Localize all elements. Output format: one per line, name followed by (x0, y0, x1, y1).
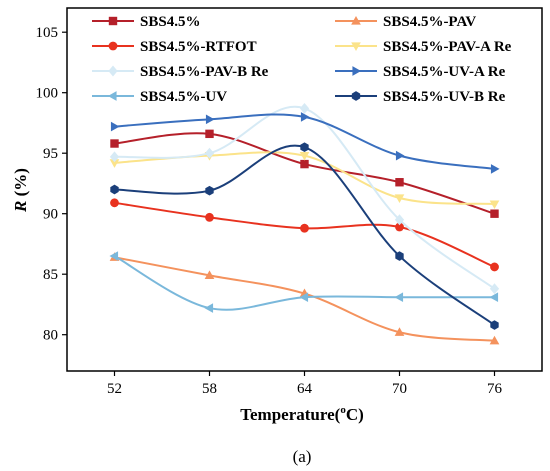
data-point (394, 327, 405, 336)
data-point (395, 222, 404, 232)
legend-swatch-marker (352, 66, 362, 76)
legend-label: SBS4.5%-PAV-A Re (383, 39, 512, 55)
data-point (489, 200, 500, 210)
legend-item: SBS4.5%-UV-A Re (335, 64, 506, 80)
data-point (300, 223, 309, 233)
legend-item: SBS4.5%-UV-B Re (335, 89, 506, 105)
legend-label: SBS4.5%-UV (140, 89, 227, 105)
y-tick-label: 90 (43, 207, 58, 223)
data-point (204, 270, 215, 279)
data-point (489, 292, 499, 303)
legend-item: SBS4.5%-PAV (335, 14, 476, 30)
data-point (300, 159, 309, 169)
x-tick-label: 76 (487, 381, 503, 397)
x-axis-title-main: Temperature( (240, 405, 340, 424)
series-sbs4-5-uv-b-re (110, 142, 499, 330)
legend-label: SBS4.5% (140, 14, 200, 30)
series-line (114, 255, 495, 311)
series-sbs4-5-pav-b-re (109, 102, 500, 295)
legend-label: SBS4.5%-UV-A Re (383, 64, 506, 80)
legend-swatch-marker (351, 15, 361, 25)
legend-item: SBS4.5%-PAV-A Re (335, 39, 512, 55)
legend-item: SBS4.5%-RTFOT (92, 39, 257, 55)
legend-item: SBS4.5%-UV (92, 89, 227, 105)
data-point (205, 185, 214, 196)
legend-label: SBS4.5%-PAV-B Re (140, 64, 269, 80)
data-point (395, 150, 405, 161)
data-point (205, 129, 214, 139)
data-point (490, 320, 499, 330)
legend-swatch-marker (108, 41, 118, 51)
series-layer (109, 102, 500, 345)
data-point (109, 159, 120, 168)
data-point (299, 152, 310, 161)
x-axis-title: Temperature(oC) (240, 404, 364, 424)
data-point (204, 303, 214, 313)
data-point (490, 164, 500, 174)
data-point (110, 184, 119, 195)
legend-swatch-marker (351, 42, 361, 52)
legend-swatch-marker (108, 16, 118, 26)
data-point (109, 251, 119, 261)
legend-label: SBS4.5%-UV-B Re (383, 89, 506, 105)
data-point (110, 121, 120, 132)
data-point (109, 151, 120, 163)
data-point (395, 178, 404, 187)
data-point (110, 139, 119, 148)
data-point (300, 142, 309, 152)
y-tick-label: 95 (43, 146, 58, 162)
data-point (205, 212, 214, 222)
figure-caption: (a) (293, 447, 312, 466)
legend: SBS4.5% SBS4.5%-PAV SBS4.5%-RTFOT SBS4.5%-P… (92, 14, 512, 105)
data-point (394, 214, 405, 226)
data-point (490, 209, 499, 218)
legend-item: SBS4.5%-PAV-B Re (92, 64, 269, 80)
x-tick-label: 52 (107, 381, 122, 397)
legend-swatch-marker (351, 91, 361, 101)
data-point (205, 114, 215, 125)
y-tick-label: 80 (43, 328, 58, 344)
y-axis-title: R (%) (11, 168, 30, 213)
x-axis-title-superscript: o (340, 404, 346, 416)
x-axis-title-end: C) (346, 405, 364, 424)
x-tick-label: 64 (297, 381, 313, 397)
legend-swatch-marker (108, 65, 118, 77)
plot-frame (66, 7, 543, 372)
series-sbs4-5-rtfot (110, 198, 499, 272)
series-sbs4-5-uv-a-re (110, 112, 500, 174)
data-point (300, 112, 310, 122)
legend-label: SBS4.5%-RTFOT (140, 39, 257, 55)
y-axis-title-end: (%) (11, 168, 30, 201)
legend-item: SBS4.5% (92, 14, 200, 30)
y-tick-label: 100 (36, 86, 59, 102)
data-point (299, 292, 309, 303)
y-tick-label: 85 (43, 267, 58, 283)
data-point (489, 283, 500, 295)
data-point (204, 147, 215, 159)
data-point (489, 335, 500, 345)
ticks-layer: 52 58 64 70 76 80 85 90 95 100 105 (36, 25, 503, 397)
x-tick-label: 58 (202, 381, 217, 397)
data-point (490, 262, 499, 272)
x-tick-label: 70 (392, 381, 407, 397)
y-axis-title-main: R (11, 201, 30, 213)
legend-swatch-marker (107, 91, 117, 101)
y-tick-label: 105 (36, 25, 59, 41)
data-point (299, 102, 310, 114)
series-sbs4-5 (110, 129, 499, 218)
series-sbs4-5-pav-a-re (109, 151, 500, 210)
legend-label: SBS4.5%-PAV (383, 14, 476, 30)
data-point (395, 251, 404, 261)
data-point (394, 292, 404, 303)
data-point (394, 194, 405, 204)
series-line (114, 201, 495, 268)
series-sbs4-5-uv (109, 251, 499, 313)
data-point (110, 198, 119, 208)
